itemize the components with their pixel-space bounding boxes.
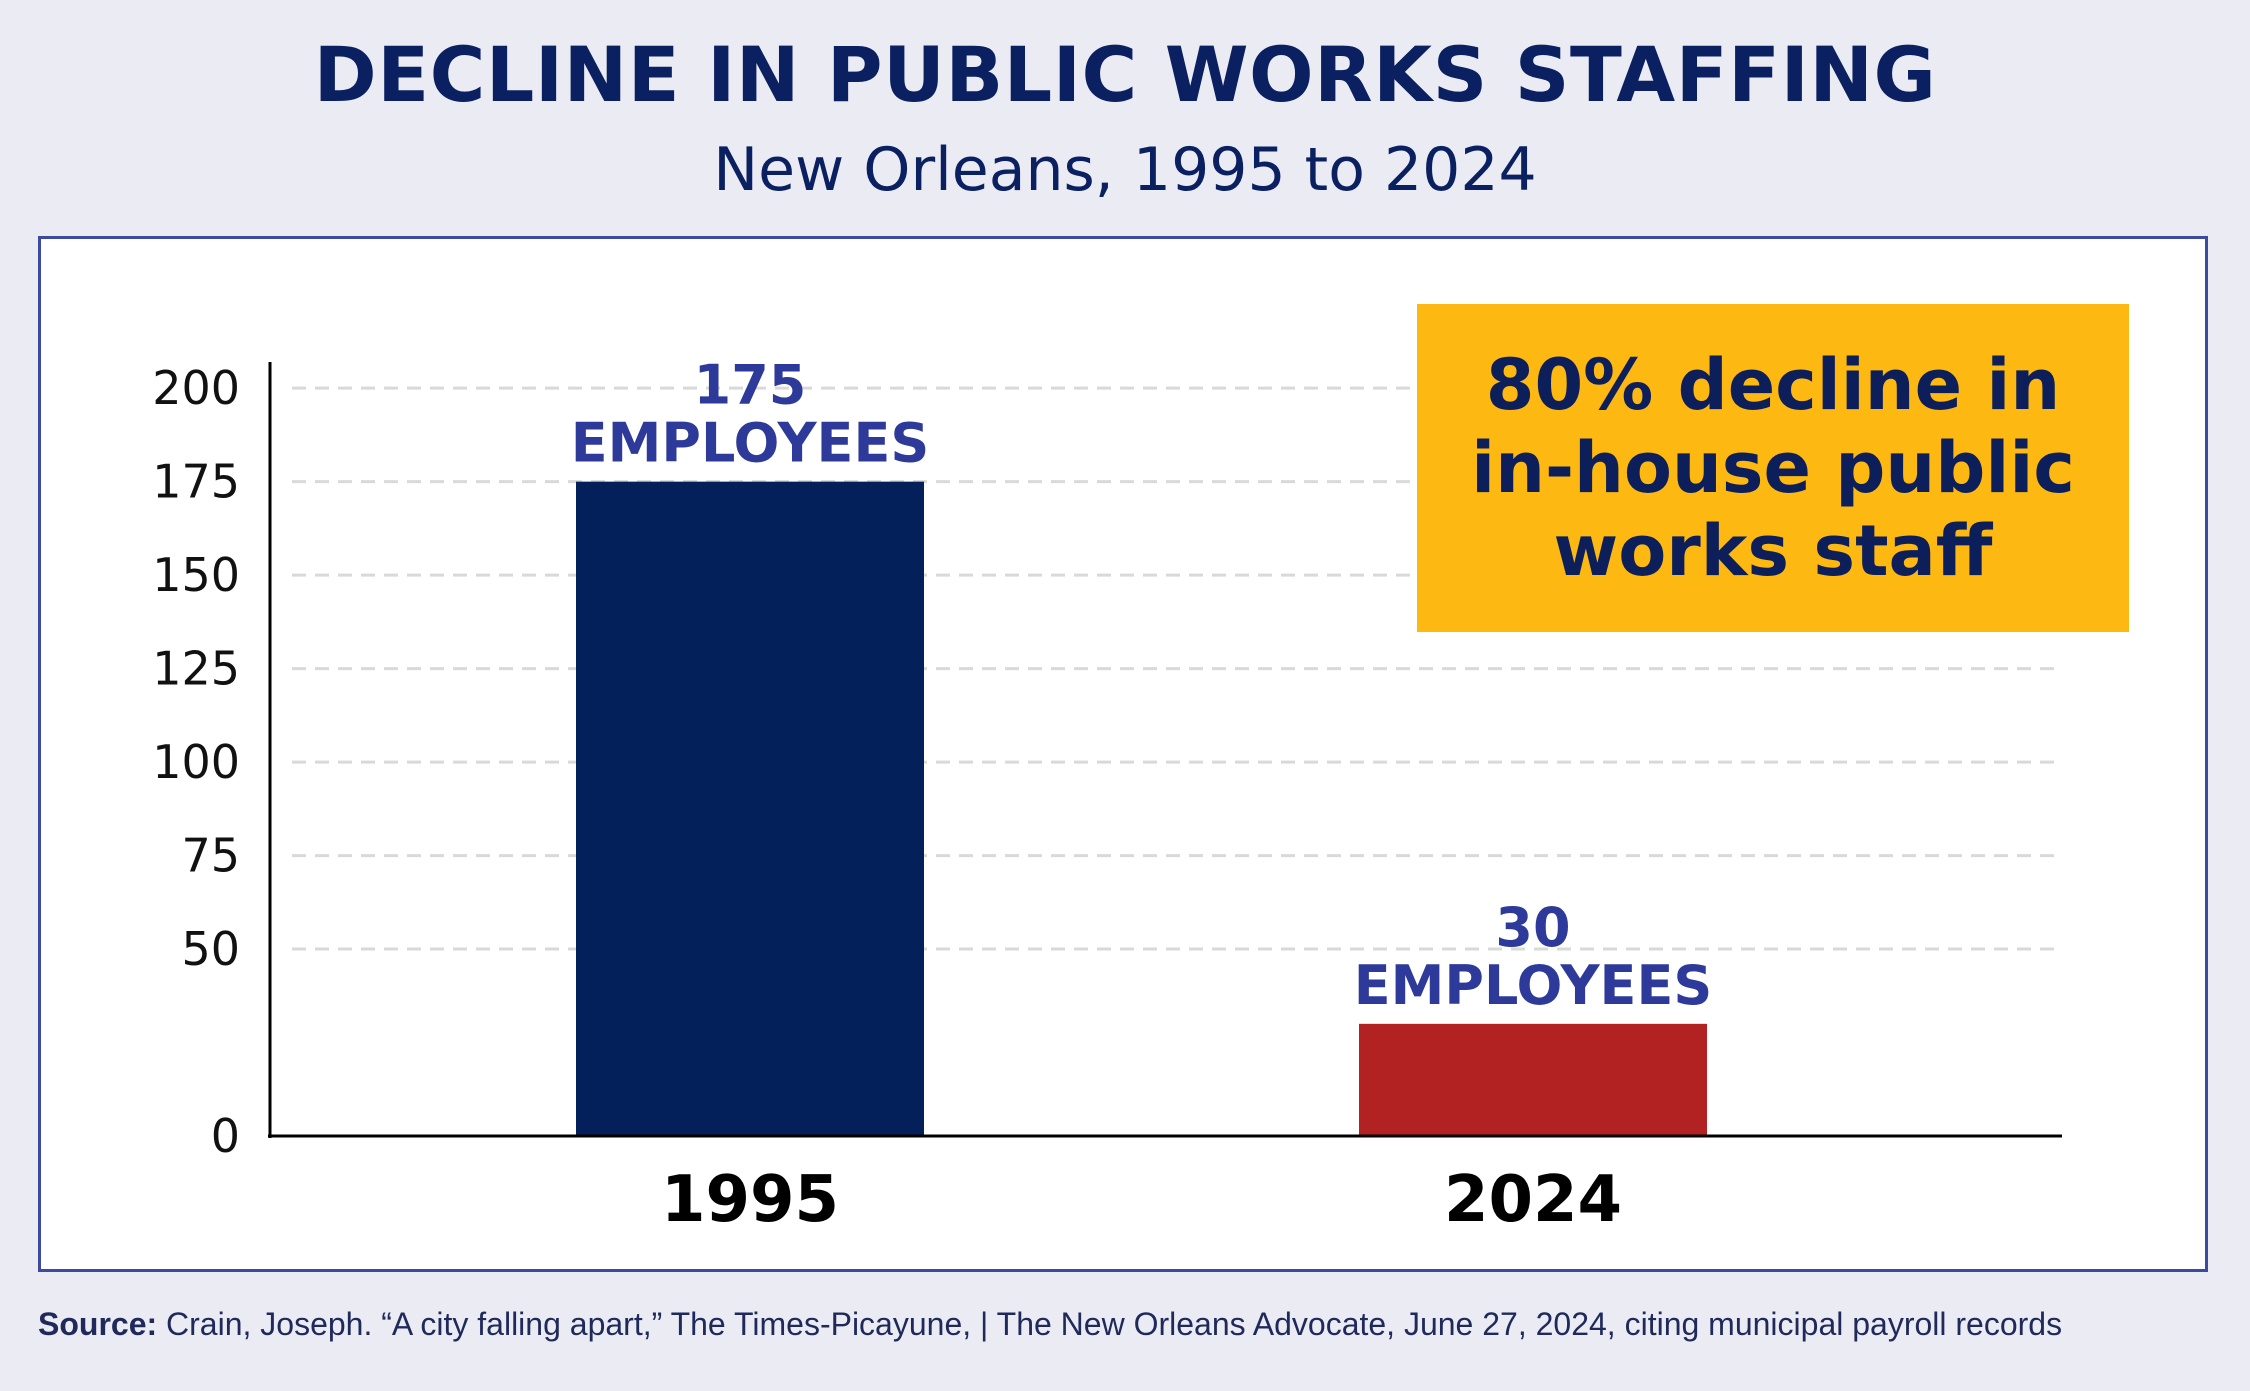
data-label-value: 175 (694, 354, 807, 417)
chart-title: DECLINE IN PUBLIC WORKS STAFFING (313, 30, 1937, 119)
callout-text: 80% decline in in-house public works sta… (1471, 343, 2075, 592)
y-tick-label: 100 (152, 735, 240, 789)
y-tick-label: 200 (152, 361, 240, 415)
source-label: Source: (38, 1306, 158, 1342)
data-label-unit: EMPLOYEES (571, 412, 929, 475)
x-tick-label: 2024 (1444, 1163, 1622, 1237)
source-text: Crain, Joseph. “A city falling apart,” T… (166, 1306, 2063, 1342)
chart-subtitle: New Orleans, 1995 to 2024 (713, 135, 1537, 205)
source-note: Source: Crain, Joseph. “A city falling a… (38, 1306, 2062, 1343)
data-label-value: 30 (1495, 896, 1570, 959)
data-label-unit: EMPLOYEES (1354, 954, 1712, 1017)
bar-2024 (1359, 1023, 1707, 1136)
y-tick-label: 150 (152, 548, 240, 602)
x-tick-label: 1995 (661, 1163, 839, 1237)
y-tick-label: 0 (211, 1109, 240, 1163)
bar-1995 (576, 481, 924, 1136)
y-tick-label: 75 (181, 829, 240, 883)
decline-callout: 80% decline in in-house public works sta… (1417, 304, 2129, 632)
y-tick-label: 125 (152, 642, 240, 696)
y-tick-label: 50 (181, 922, 240, 976)
y-tick-label: 175 (152, 455, 240, 509)
